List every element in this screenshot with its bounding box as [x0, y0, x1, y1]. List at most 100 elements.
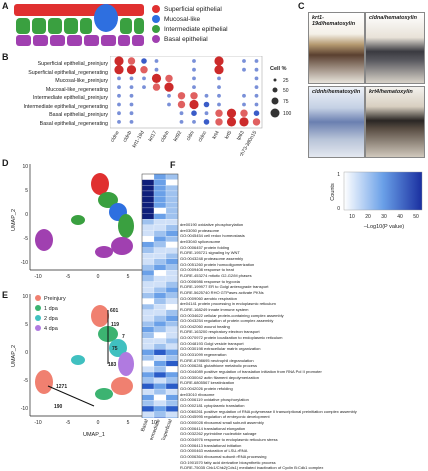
- tick-label: 5: [127, 274, 130, 280]
- dotplot: cldne cldnb krt1-19d krt17 cldnh krt92 c…: [110, 56, 292, 156]
- heatmap-cell: [141, 287, 155, 293]
- heatmap-cell: [153, 304, 167, 310]
- heatmap-cell: [141, 258, 155, 265]
- heatmap-cell: [153, 349, 167, 356]
- dot-mark: [242, 102, 246, 107]
- heatmap-cell: [165, 388, 179, 395]
- heatmap-cell: [153, 213, 167, 220]
- dot-mark: [217, 102, 221, 107]
- heatmap-cell: [141, 405, 155, 412]
- heatmap-cell: [165, 343, 179, 350]
- heatmap-cell: [141, 417, 155, 418]
- heatmap-cell: [165, 400, 179, 407]
- heatmap-cell: [153, 366, 167, 373]
- heatmap-cell: [165, 185, 179, 192]
- size-legend-dot: [273, 78, 277, 82]
- go-term: GO:0006457 protein folding: [180, 244, 230, 250]
- heatmap-cell: [141, 253, 155, 259]
- annotation-count: 190: [54, 404, 63, 410]
- basal-layer: [16, 35, 144, 46]
- micrograph-label: krt4/hematoxylin: [369, 89, 413, 95]
- go-term: GO:0000028 ribosomal small subunit assem…: [180, 419, 264, 425]
- go-term: GO:0002181 cytoplasmic translation: [180, 403, 245, 408]
- dot-mark: [129, 85, 134, 89]
- heatmap-cell: [141, 394, 155, 401]
- heatmap-cell: [141, 383, 155, 390]
- tick-label: -5: [24, 236, 29, 242]
- dot-mark: [215, 118, 223, 126]
- heatmap-cell: [141, 400, 155, 407]
- heatmap-cell: [141, 264, 155, 271]
- cluster-annotations: 601 119 7 75 183 1271 190: [54, 308, 125, 410]
- go-term: R-DRE-6805567 keratinization: [180, 380, 235, 386]
- dot-mark: [167, 93, 171, 98]
- dot-mark: [217, 76, 221, 81]
- dot-mark: [252, 118, 261, 126]
- dot-mark: [226, 117, 237, 127]
- heatmap-cell: [165, 338, 179, 344]
- dot-mark: [140, 66, 148, 74]
- heatmap-cell: [165, 383, 179, 390]
- heatmap-cell: [165, 196, 179, 203]
- heatmap-cell: [141, 202, 155, 209]
- heatmap-cell: [153, 281, 167, 288]
- row-label: Basal epithelial_preinjury: [49, 112, 108, 118]
- legend-basal: Basal epithelial: [152, 35, 228, 43]
- enrichment-heatmap: [141, 173, 179, 418]
- go-term: GO:0032262 pyrimidine nucleotide salvage: [180, 431, 257, 437]
- heatmap-cell: [141, 349, 155, 356]
- heatmap-cell: [141, 224, 155, 231]
- heatmap-cell: [165, 315, 179, 322]
- colorbar-gradient: [343, 171, 423, 211]
- heatmap-cell: [141, 309, 155, 316]
- heatmap-cell: [153, 224, 167, 231]
- dot-mark: [129, 120, 134, 124]
- dot-mark: [177, 100, 186, 109]
- go-term: GO:0034976 response to endoplasmic retic…: [180, 436, 278, 442]
- micrograph-label: cldnh/hematoxylin: [312, 89, 361, 95]
- heatmap-cell: [165, 366, 179, 373]
- panel-label-b: B: [2, 52, 9, 62]
- dot-mark: [217, 93, 221, 98]
- heatmap-cell: [141, 270, 155, 276]
- tick-label: -5: [66, 274, 71, 280]
- superficial-layer: [14, 4, 144, 16]
- heatmap-cell: [153, 275, 167, 282]
- heatmap-cell: [153, 360, 167, 367]
- tick-label: -10: [34, 420, 41, 426]
- col-label: tp63: [236, 130, 246, 142]
- micrograph-label: krt1-19d/hematoxylin: [312, 15, 356, 27]
- points-preinjury: [111, 377, 133, 395]
- heatmap-cell: [153, 354, 167, 361]
- dot-mark: [151, 73, 162, 83]
- heatmap-cell: [153, 179, 167, 186]
- legend-label: Intermediate epithelial: [164, 25, 228, 33]
- go-term: dre00190 oxidative phosphorylation: [180, 222, 244, 227]
- heatmap-col-labels: Basal Intermediate Superficial: [140, 418, 174, 440]
- go-term: R-DRE-195721 signaling by WNT: [180, 250, 240, 256]
- schematic-legend: Superficial epithelial Mucosal-like Inte…: [152, 5, 228, 43]
- heatmap-cell: [153, 207, 167, 214]
- go-term: R-DRE-199977 ER to Golgi anterograde tra…: [180, 284, 269, 290]
- heatmap-cell: [165, 281, 179, 288]
- dot-mark: [165, 74, 173, 83]
- size-legend-dot: [270, 108, 280, 118]
- dot-mark: [214, 56, 224, 66]
- dot-mark: [242, 93, 246, 98]
- go-term-list: dre00190 oxidative phosphorylation dre030…: [180, 222, 357, 471]
- go-term: GO:0070972 protein localization to endop…: [180, 335, 283, 341]
- dot-mark: [114, 65, 124, 75]
- go-term: GO:0031099 regeneration: [180, 352, 227, 358]
- dot-mark: [154, 67, 159, 72]
- row-label: Intermediate epithelial_regenerating: [23, 103, 108, 110]
- umap-d-ticks: -10 -5 0 5 10 -10 -5 0 5 10: [21, 164, 157, 280]
- heatmap-cell: [165, 292, 179, 299]
- heatmap-cell: [141, 388, 155, 395]
- dot-mark: [152, 83, 161, 91]
- go-term: R-DRE-5625740 RHO GTPases activate PKNs: [180, 289, 264, 295]
- heatmap-cell: [165, 309, 179, 316]
- dot-mark: [117, 93, 121, 98]
- heatmap-cell: [141, 326, 155, 333]
- dot-mark: [242, 59, 246, 63]
- dot-mark: [254, 76, 259, 81]
